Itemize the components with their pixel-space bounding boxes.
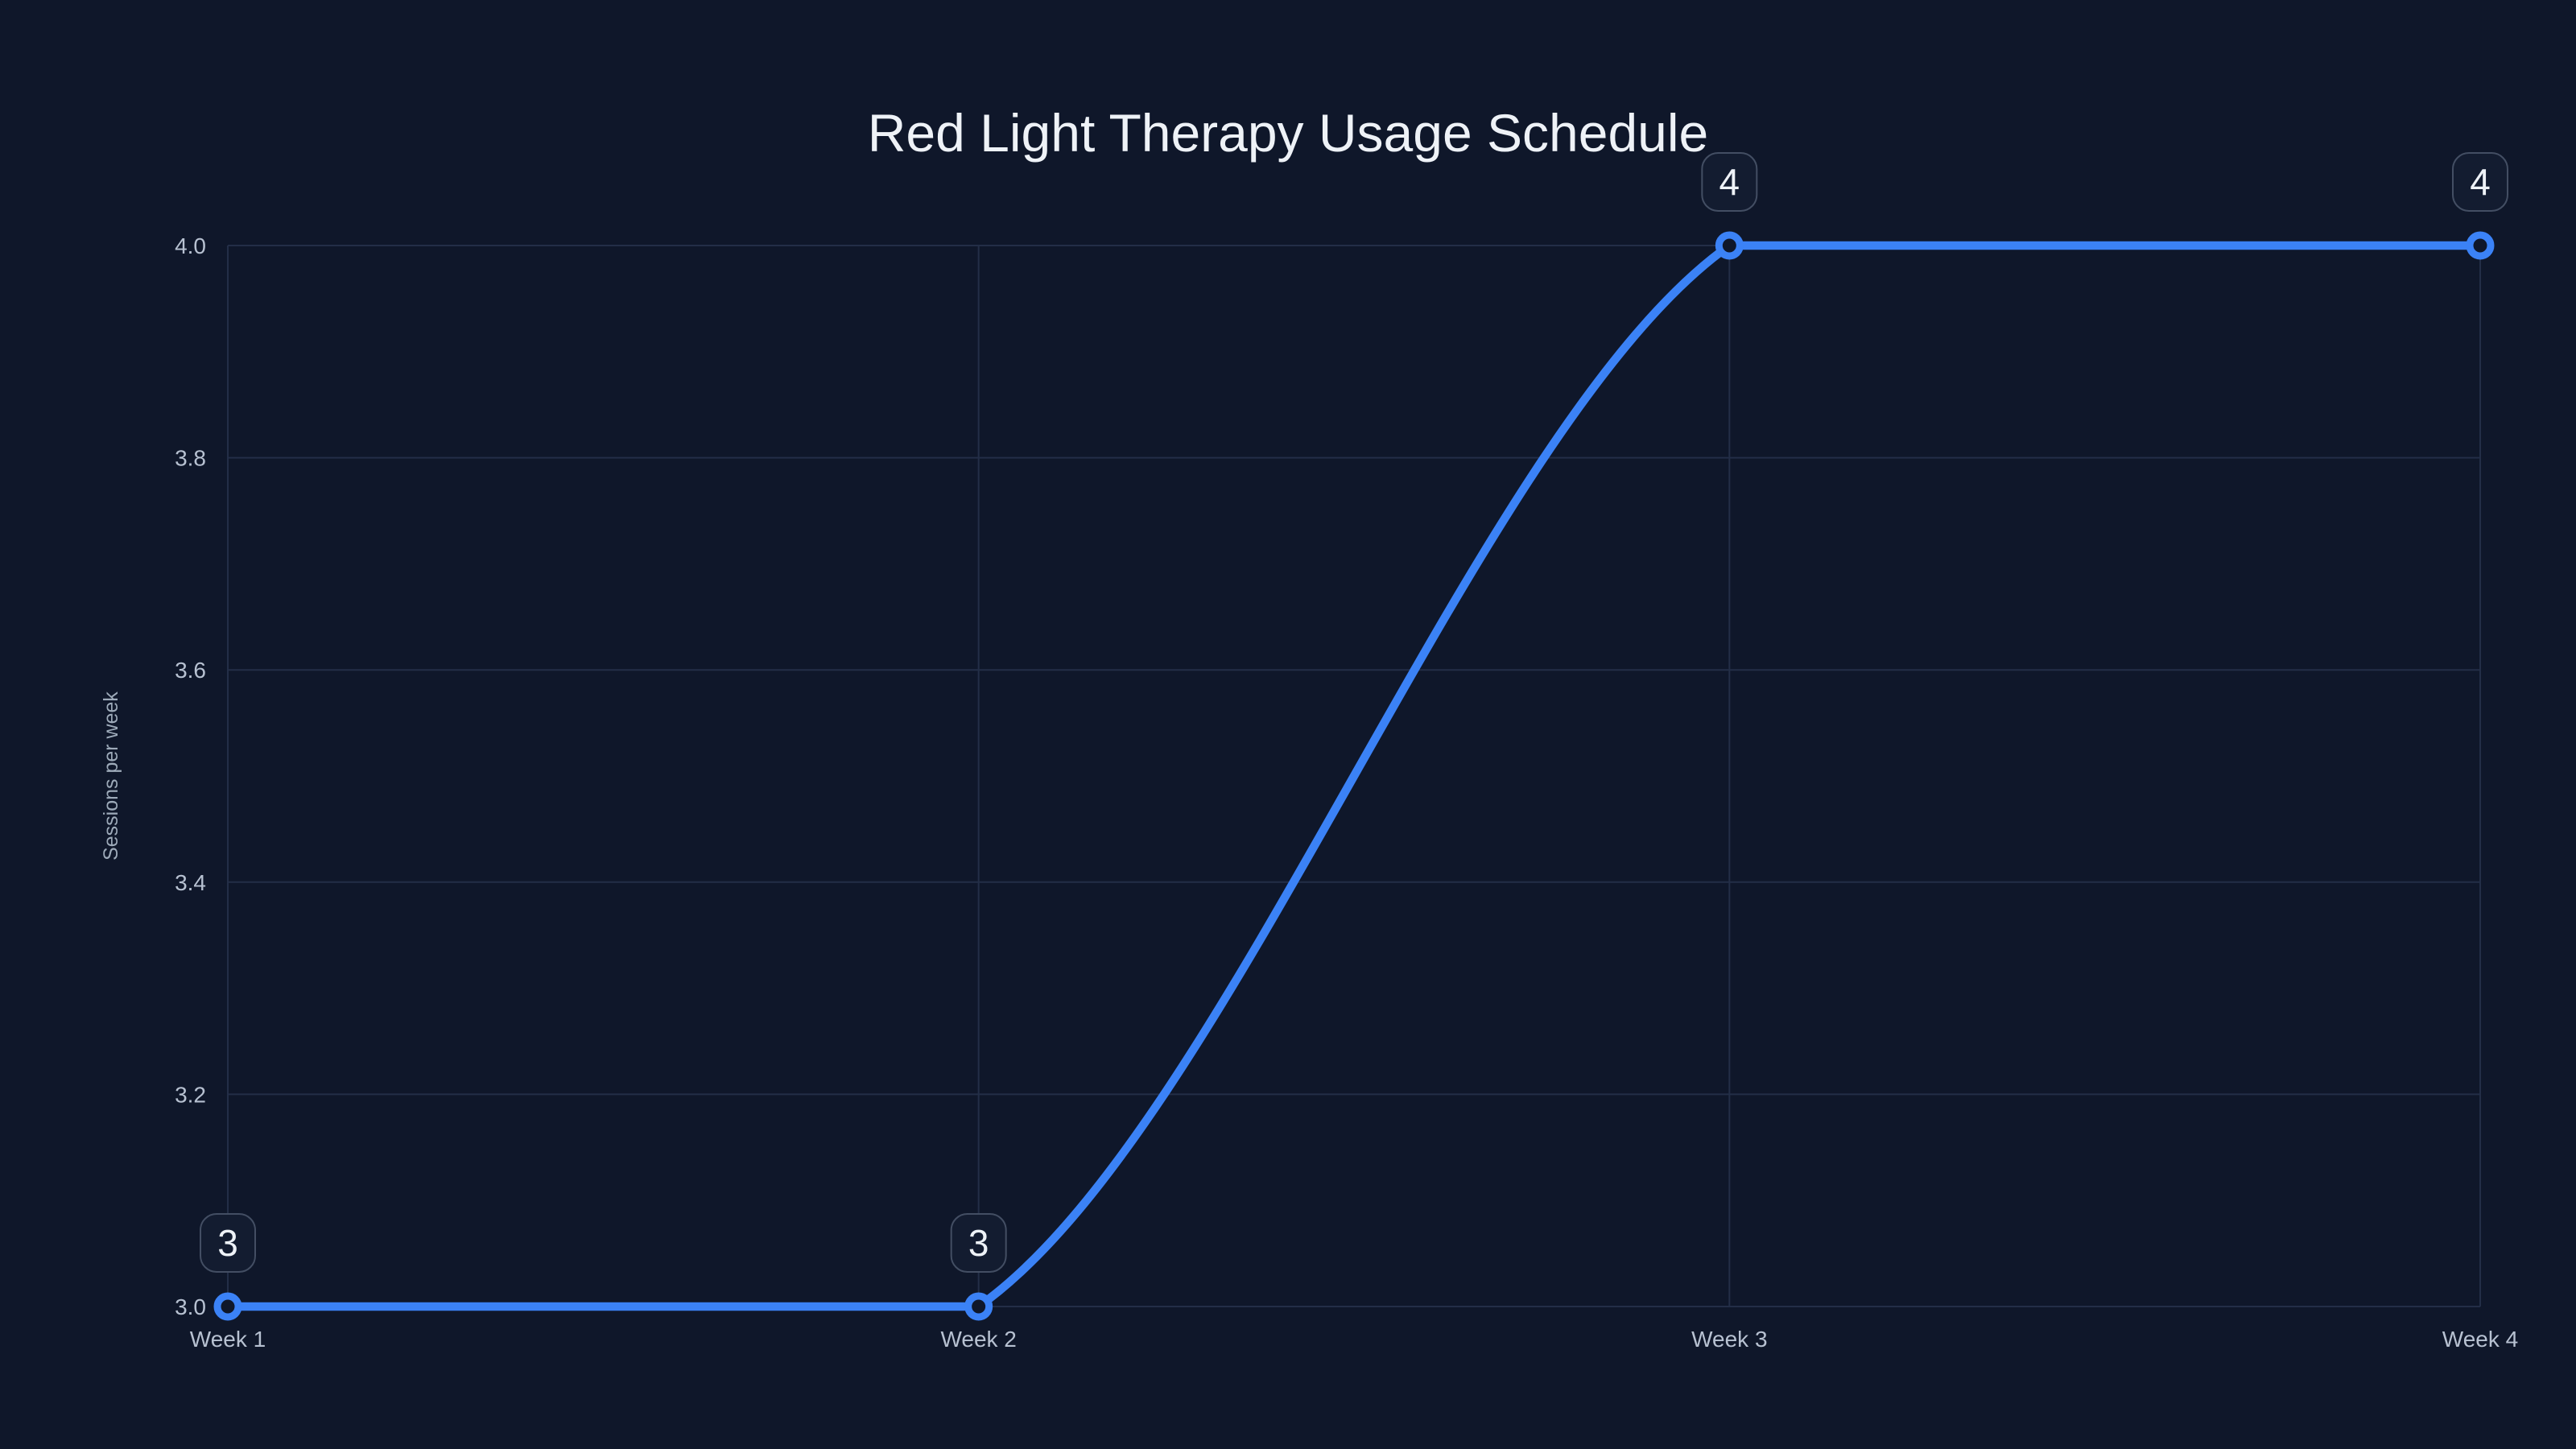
data-label-value: 3 <box>217 1222 238 1264</box>
data-label-value: 4 <box>1719 161 1740 203</box>
data-label-box <box>950 1213 1007 1273</box>
y-tick-label: 3.0 <box>175 1294 206 1319</box>
x-tick-label: Week 1 <box>190 1327 266 1352</box>
chart-title: Red Light Therapy Usage Schedule <box>868 103 1708 163</box>
x-tick-label: Week 2 <box>940 1327 1016 1352</box>
line-series <box>223 241 2485 1311</box>
data-label-box <box>2452 152 2508 212</box>
gridlines <box>227 245 2481 1307</box>
x-axis-tick-labels: Week 1 Week 2 Week 3 Week 4 <box>190 1327 2518 1352</box>
data-point-marker <box>964 1292 993 1321</box>
data-point-marker <box>213 1292 242 1321</box>
data-point-marker <box>1715 231 1744 260</box>
y-axis-tick-labels: 3.0 3.2 3.4 3.6 3.8 4.0 <box>175 233 206 1319</box>
y-tick-label: 3.8 <box>175 446 206 471</box>
data-label-box <box>200 1213 256 1273</box>
data-label-value: 4 <box>2470 161 2491 203</box>
series-path <box>223 241 2485 1311</box>
data-label-box <box>1701 152 1758 212</box>
data-labels: 3 3 4 4 <box>200 152 2508 1273</box>
y-tick-label: 3.6 <box>175 658 206 683</box>
y-tick-label: 4.0 <box>175 233 206 258</box>
data-point-marker <box>2466 231 2495 260</box>
data-label-value: 3 <box>968 1222 989 1264</box>
y-tick-label: 3.4 <box>175 870 206 895</box>
x-tick-label: Week 3 <box>1691 1327 1767 1352</box>
x-tick-label: Week 4 <box>2442 1327 2518 1352</box>
y-tick-label: 3.2 <box>175 1082 206 1107</box>
y-axis-title: Sessions per week <box>100 691 122 861</box>
data-points <box>213 231 2495 1321</box>
